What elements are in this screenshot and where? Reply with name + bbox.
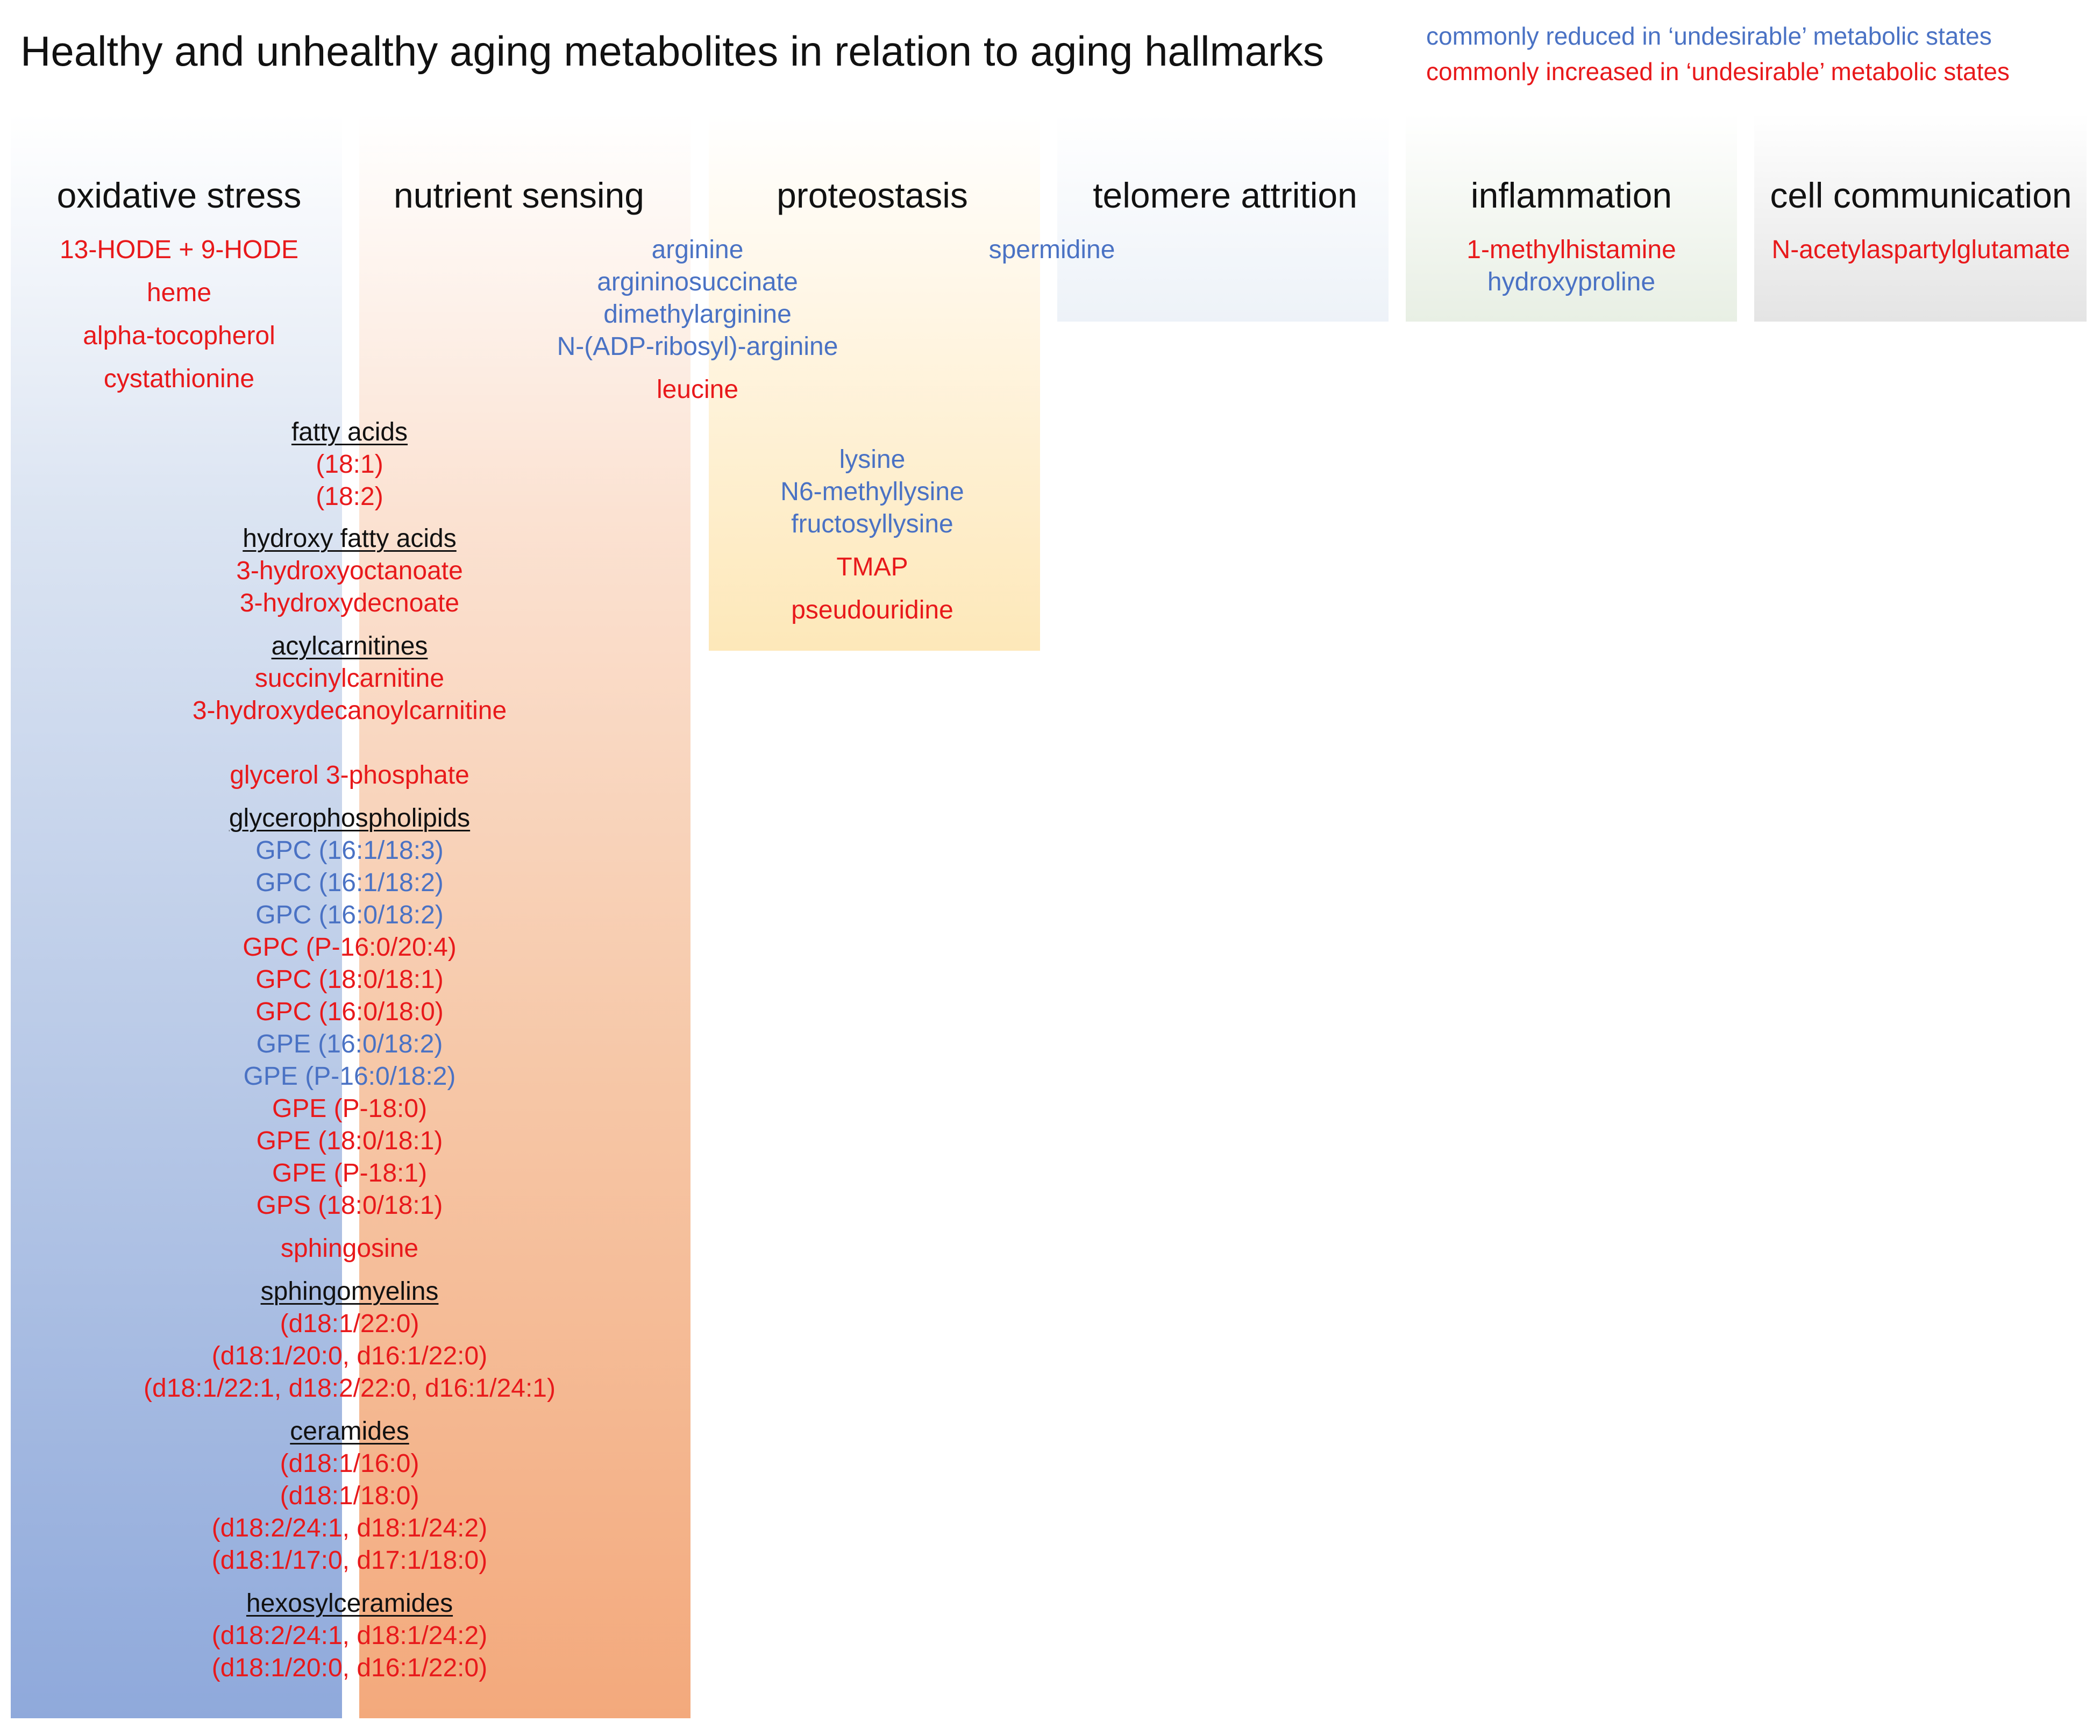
metabolite-gpe-p18-0: GPE (P-18:0)	[272, 1094, 428, 1123]
group-hexosylceramides: hexosylceramides	[246, 1589, 453, 1618]
metabolite-glycerol-3-phosphate: glycerol 3-phosphate	[230, 761, 469, 789]
proteostasis-panel	[709, 113, 1040, 651]
metabolite-hydroxyoctanoate: 3-hydroxyoctanoate	[236, 557, 463, 585]
group-acylcarnitines: acylcarnitines	[271, 632, 428, 660]
metabolite-gpe-p16-0-18-2: GPE (P-16:0/18:2)	[243, 1062, 456, 1091]
group-fatty-acids: fatty acids	[291, 418, 408, 446]
metabolite-lysine: lysine	[839, 445, 906, 474]
inflammation-panel	[1406, 113, 1737, 322]
nutrient-sensing-panel	[359, 113, 690, 1718]
metabolite-sm-1: (d18:1/22:0)	[280, 1310, 419, 1338]
metabolite-gpe-p18-1: GPE (P-18:1)	[272, 1159, 428, 1187]
metabolite-cer-1: (d18:1/16:0)	[280, 1449, 419, 1478]
header-cell-communication: cell communication	[1770, 175, 2072, 215]
header-telomere-attrition: telomere attrition	[1093, 175, 1357, 215]
metabolite-fructosyllysine: fructosyllysine	[791, 510, 953, 538]
metabolite-gpc-16-0-18-0: GPC (16:0/18:0)	[255, 998, 444, 1026]
metabolite-sm-3: (d18:1/22:1, d18:2/22:0, d16:1/24:1)	[144, 1374, 556, 1403]
metabolite-gpe-16-0-18-2: GPE (16:0/18:2)	[256, 1030, 443, 1058]
metabolite-sm-2: (d18:1/20:0, d16:1/22:0)	[211, 1342, 488, 1370]
metabolite-n6-methyllysine: N6-methyllysine	[780, 478, 964, 506]
metabolite-arginine: arginine	[651, 236, 744, 264]
metabolite-naag: N-acetylaspartylglutamate	[1771, 236, 2070, 264]
metabolite-tmap: TMAP	[836, 553, 908, 581]
metabolite-hex-2: (d18:1/20:0, d16:1/22:0)	[211, 1654, 488, 1682]
group-hydroxy-fatty-acids: hydroxy fatty acids	[243, 524, 457, 553]
header-proteostasis: proteostasis	[777, 175, 968, 215]
metabolite-gpc-16-1-18-2: GPC (16:1/18:2)	[255, 869, 444, 897]
metabolite-fa-18-2: (18:2)	[316, 482, 383, 511]
metabolite-pseudouridine: pseudouridine	[791, 596, 953, 624]
metabolite-sphingosine: sphingosine	[280, 1234, 419, 1263]
metabolite-gpc-18-0-18-1: GPC (18:0/18:1)	[255, 965, 444, 994]
figure-title: Healthy and unhealthy aging metabolites …	[20, 27, 1324, 75]
oxidative-stress-panel	[11, 113, 342, 1718]
metabolite-succinylcarnitine: succinylcarnitine	[254, 664, 445, 693]
metabolite-cer-2: (d18:1/18:0)	[280, 1482, 419, 1510]
metabolite-dimethylarginine: dimethylarginine	[603, 300, 792, 329]
metabolite-hydroxydecnoate: 3-hydroxydecnoate	[239, 589, 460, 617]
metabolite-hode: 13-HODE + 9-HODE	[59, 236, 299, 264]
metabolite-adp-ribosyl-arginine: N-(ADP-ribosyl)-arginine	[557, 332, 838, 361]
metabolite-spermidine: spermidine	[988, 236, 1115, 264]
metabolite-fa-18-1: (18:1)	[316, 450, 383, 479]
cell-communication-panel	[1754, 113, 2087, 322]
metabolite-gpe-18-0-18-1: GPE (18:0/18:1)	[256, 1127, 443, 1155]
metabolite-leucine: leucine	[656, 375, 739, 404]
metabolite-cystathionine: cystathionine	[103, 365, 255, 393]
telomere-attrition-panel	[1057, 113, 1389, 322]
header-inflammation: inflammation	[1470, 175, 1672, 215]
metabolite-cer-4: (d18:1/17:0, d17:1/18:0)	[211, 1546, 488, 1575]
header-nutrient-sensing: nutrient sensing	[394, 175, 644, 215]
metabolite-heme: heme	[146, 279, 212, 307]
metabolite-cer-3: (d18:2/24:1, d18:1/24:2)	[211, 1514, 488, 1542]
legend-reduced: commonly reduced in ‘undesirable’ metabo…	[1426, 22, 1992, 50]
metabolite-alpha-tocopherol: alpha-tocopherol	[83, 322, 275, 350]
metabolite-methylhistamine: 1-methylhistamine	[1467, 236, 1676, 264]
header-oxidative-stress: oxidative stress	[56, 175, 302, 215]
legend-increased: commonly increased in ‘undesirable’ meta…	[1426, 58, 2010, 86]
metabolite-argininosuccinate: argininosuccinate	[597, 268, 798, 296]
metabolite-gpc-16-1-18-3: GPC (16:1/18:3)	[255, 836, 444, 865]
group-glycerophospholipids: glycerophospholipids	[229, 804, 471, 833]
metabolite-hydroxydecanoylcarnitine: 3-hydroxydecanoylcarnitine	[192, 696, 507, 725]
metabolite-gps-18-0-18-1: GPS (18:0/18:1)	[256, 1191, 443, 1220]
metabolite-hydroxyproline: hydroxyproline	[1487, 268, 1656, 296]
metabolite-gpc-16-0-18-2: GPC (16:0/18:2)	[255, 901, 444, 929]
group-sphingomyelins: sphingomyelins	[260, 1277, 439, 1306]
metabolite-gpc-p16-0-20-4: GPC (P-16:0/20:4)	[243, 933, 457, 962]
group-ceramides: ceramides	[290, 1417, 409, 1446]
metabolite-hex-1: (d18:2/24:1, d18:1/24:2)	[211, 1621, 488, 1650]
